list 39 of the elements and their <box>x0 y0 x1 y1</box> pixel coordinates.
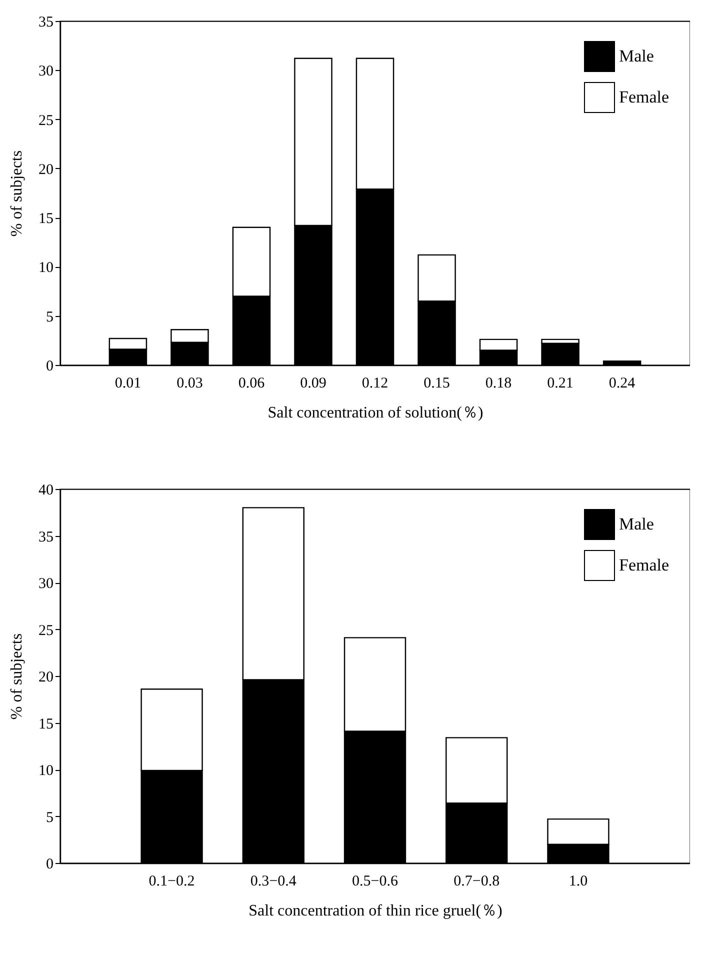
y-tick-label: 5 <box>46 810 54 826</box>
x-tick-label: 0.24 <box>608 376 636 392</box>
x-tick-label: 1.0 <box>568 874 588 890</box>
x-tick-label: 0.15 <box>424 376 450 392</box>
y-tick-label: 15 <box>38 211 54 228</box>
legend-label: Female <box>619 556 670 574</box>
x-tick-label: 0.21 <box>547 376 574 392</box>
x-tick-label: 0.09 <box>300 376 326 392</box>
legend-label: Female <box>619 88 670 106</box>
x-tick-label: 0.06 <box>238 376 266 392</box>
y-tick-label: 25 <box>38 112 54 129</box>
legend-label: Male <box>619 46 654 66</box>
x-axis-title: Salt concentration of solution(％) <box>268 404 484 422</box>
y-axis-title: % of subjects <box>8 150 26 237</box>
x-tick-label: 0.18 <box>485 376 512 392</box>
y-tick-label: 15 <box>38 716 54 732</box>
x-tick-label: 0.3−0.4 <box>250 874 297 890</box>
y-tick-label: 10 <box>38 763 54 779</box>
y-tick-label: 30 <box>38 64 54 80</box>
x-tick-label: 0.1−0.2 <box>148 874 195 890</box>
y-tick-label: 10 <box>38 260 54 276</box>
x-axis-title: Salt concentration of thin rice gruel(％) <box>248 902 502 920</box>
y-tick-label: 35 <box>38 529 54 546</box>
y-tick-label: 0 <box>46 856 54 872</box>
legend-label: Male <box>619 514 654 534</box>
y-tick-label: 40 <box>38 482 54 498</box>
y-tick-label: 20 <box>38 670 54 686</box>
x-tick-label: 0.01 <box>114 376 142 392</box>
x-tick-label: 0.03 <box>176 376 203 392</box>
y-tick-label: 5 <box>46 309 54 326</box>
y-tick-label: 20 <box>38 162 54 178</box>
x-tick-label: 0.12 <box>362 376 388 392</box>
y-axis-title: % of subjects <box>8 633 26 720</box>
y-tick-label: 35 <box>38 14 54 30</box>
x-tick-label: 0.5−0.6 <box>352 874 398 890</box>
x-tick-label: 0.7−0.8 <box>454 874 500 890</box>
y-tick-label: 30 <box>38 576 54 592</box>
y-tick-label: 25 <box>38 622 54 639</box>
y-tick-label: 0 <box>46 358 54 374</box>
